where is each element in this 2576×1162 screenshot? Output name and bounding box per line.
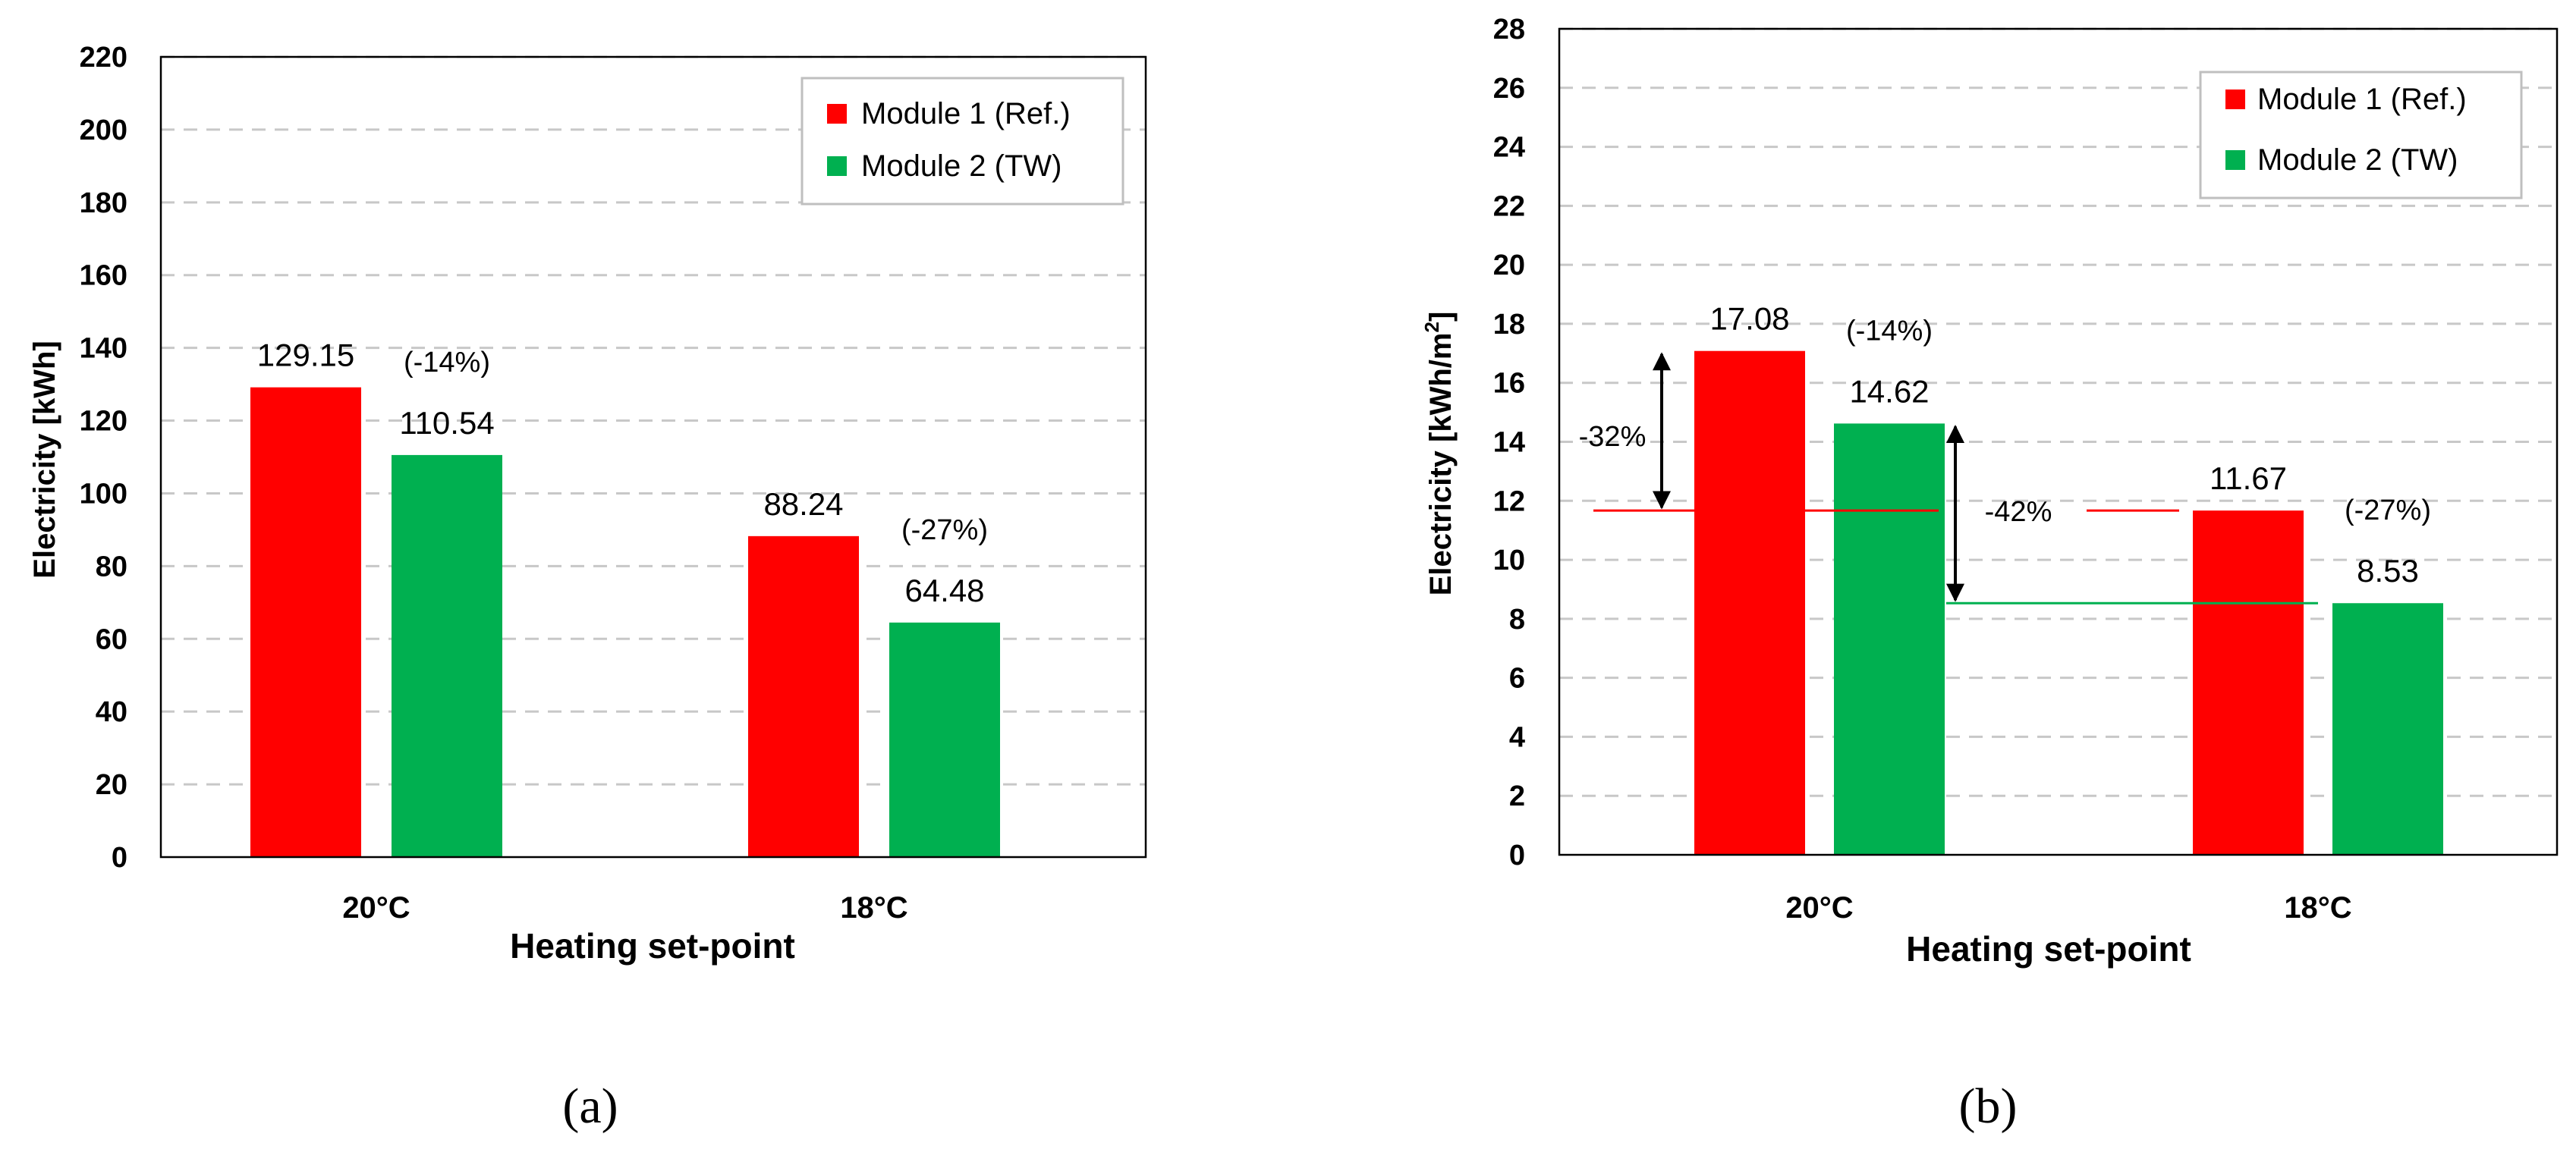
a-ytick-label: 40 [96,696,127,728]
b-axes [1558,27,2559,856]
a-data-label: 110.54 [399,405,494,441]
b-ytick-label: 26 [1493,73,1525,105]
b-ylabel-main: Electricity [kWh/m [1424,333,1458,596]
a-bar-module1 [250,387,361,857]
a-category-label: 18°C [840,891,907,925]
b-bar-module2 [1834,423,1945,855]
b-legend: Module 1 (Ref.) Module 2 (TW) [2199,71,2523,199]
b-reduction-label: (-14%) [1846,315,1933,347]
b-data-labels: 17.08 11.67 14.62 8.53 (-14%) (-27%) [1709,301,2431,589]
b-ylabel-end: ] [1424,312,1458,322]
b-ytick-label: 4 [1509,721,1525,753]
b-ytick-label: 0 [1509,840,1525,872]
a-ytick-label: 140 [80,333,127,365]
b-bars [1694,350,2443,856]
a-bars [250,387,1000,857]
b-ylabel-sup: 2 [1420,322,1443,332]
a-ytick-label: 100 [80,478,127,510]
b-plot-frame [1558,27,2559,856]
b-ytick-label: 24 [1493,132,1525,164]
b-ytick-label: 14 [1493,427,1525,459]
b-ytick-label: 10 [1493,545,1525,576]
a-legend-label-module2: Module 2 (TW) [861,149,1062,183]
b-arrow-32-label: -32% [1579,421,1647,453]
a-bar-module2 [889,622,1000,857]
b-data-label: 17.08 [1709,301,1789,337]
a-bar-module2 [392,454,502,857]
a-category-label: 20°C [342,891,410,925]
b-ylabel: Electricity [kWh/m2] [1420,312,1458,596]
b-ytick-label: 16 [1493,368,1525,400]
a-ytick-label: 160 [80,260,127,292]
b-ytick-label: 6 [1509,663,1525,695]
a-data-label: 64.48 [904,573,984,608]
b-legend-swatch-module2 [2225,150,2245,170]
a-ytick-label: 200 [80,115,127,146]
b-bar-module1 [1694,350,1805,856]
a-data-label: 88.24 [763,486,843,522]
b-reduction-label: (-27%) [2345,495,2431,526]
b-ytick-label: 8 [1509,604,1525,636]
b-reduction-arrows: -32% -42% [1579,352,2318,605]
a-reduction-label: (-14%) [404,347,490,378]
a-reduction-label: (-27%) [901,514,988,546]
b-panel-label: (b) [1959,1079,2018,1134]
b-ytick-label: 18 [1493,309,1525,341]
b-legend-label-module1: Module 1 (Ref.) [2257,83,2467,116]
chart-a: 0 20 40 60 80 100 120 140 160 180 200 220 20°C 18°C 1… [28,42,1147,1134]
b-data-label: 14.62 [1849,373,1929,409]
b-data-label: 8.53 [2357,553,2419,589]
a-ytick-label: 0 [112,842,127,874]
a-legend-swatch-module2 [827,156,847,176]
b-data-label: 11.67 [2210,460,2287,496]
b-ytick-label: 22 [1493,190,1525,222]
a-ytick-label: 180 [80,187,127,219]
b-arrow-42-label: -42% [1985,496,2052,528]
a-ytick-label: 20 [96,769,127,801]
a-ytick-label: 220 [80,42,127,74]
b-ytick-label: 12 [1493,485,1525,517]
a-legend-swatch-module1 [827,104,847,124]
a-bar-module1 [748,535,859,857]
b-ytick-label: 28 [1493,14,1525,46]
a-legend-label-module1: Module 1 (Ref.) [861,97,1071,130]
b-legend-box [2199,71,2523,199]
b-legend-swatch-module1 [2225,90,2245,109]
b-bar-module2 [2332,603,2443,855]
a-data-label: 129.15 [257,338,354,373]
a-panel-label: (a) [562,1079,618,1134]
a-legend-box [800,77,1124,206]
a-ylabel: Electricity [kWh] [28,341,61,578]
b-category-label: 20°C [1785,891,1853,925]
b-xlabel: Heating set-point [1906,929,2191,969]
a-legend: Module 1 (Ref.) Module 2 (TW) [800,77,1124,206]
a-ticks: 0 20 40 60 80 100 120 140 160 180 200 220 20°C 18°C [80,42,908,925]
b-ytick-label: 20 [1493,250,1525,281]
a-ytick-label: 80 [96,551,127,583]
a-axes [159,55,1147,859]
a-plot-frame [159,55,1147,859]
a-ytick-label: 60 [96,623,127,655]
a-ytick-label: 120 [80,406,127,438]
a-xlabel: Heating set-point [510,926,795,966]
b-legend-label-module2: Module 2 (TW) [2257,143,2458,177]
b-bar-module1 [2193,510,2304,855]
a-data-labels: 129.15 88.24 110.54 64.48 (-14%) (-27%) [257,338,988,608]
b-ytick-label: 2 [1509,780,1525,812]
b-category-label: 18°C [2284,891,2351,925]
